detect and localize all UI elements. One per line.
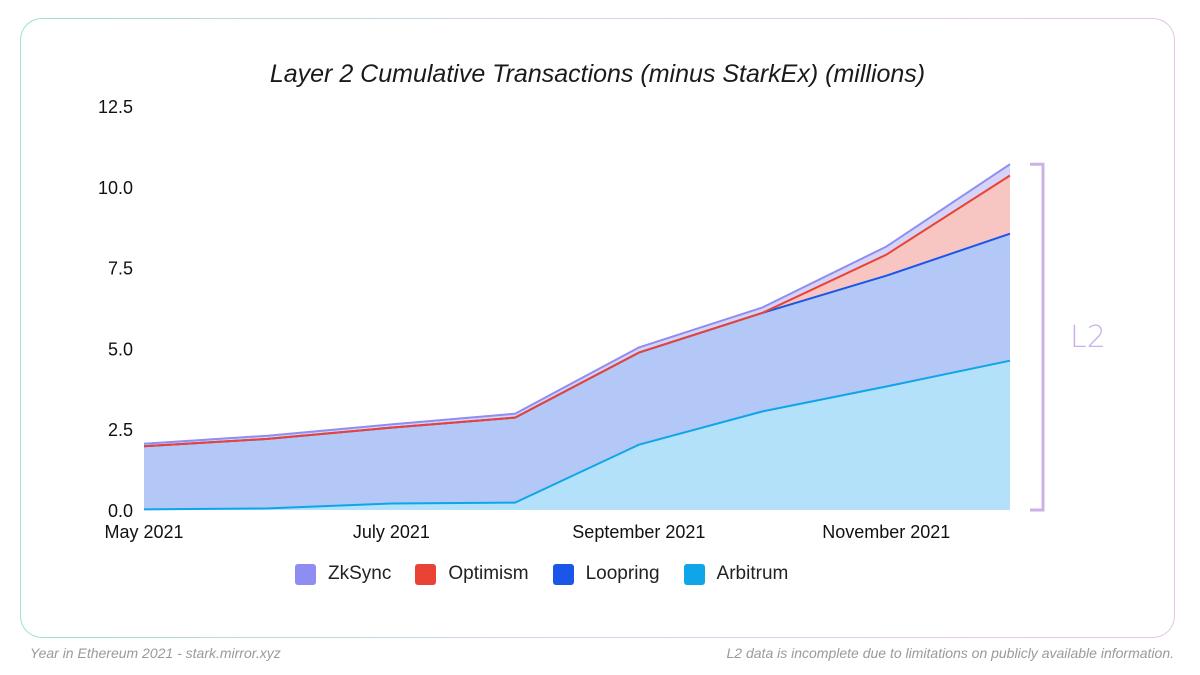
- loopring-swatch: [552, 563, 574, 585]
- y-tick-label: 5.0: [108, 339, 133, 359]
- arbitrum-swatch: [683, 563, 705, 585]
- footer-disclaimer: L2 data is incomplete due to limitations…: [726, 645, 1174, 661]
- legend: ZkSync Optimism Loopring Arbitrum: [295, 563, 812, 585]
- legend-label: Loopring: [585, 563, 660, 584]
- y-tick-label: 0.0: [108, 501, 133, 521]
- y-tick-label: 12.5: [98, 97, 133, 117]
- legend-item-zksync[interactable]: ZkSync: [295, 563, 391, 585]
- x-tick-label: May 2021: [104, 522, 183, 542]
- legend-label: Arbitrum: [716, 563, 789, 584]
- l2-bracket: [1030, 162, 1045, 512]
- arbitrum-line: [143, 359, 1011, 511]
- y-tick-label: 2.5: [108, 420, 133, 440]
- legend-item-loopring[interactable]: Loopring: [552, 563, 660, 585]
- l2-bracket-label: L2: [1070, 320, 1106, 355]
- x-tick-label: July 2021: [353, 522, 430, 542]
- x-tick-label: September 2021: [572, 522, 705, 542]
- legend-label: Optimism: [448, 563, 529, 584]
- y-tick-label: 10.0: [98, 178, 133, 198]
- chart-title: Layer 2 Cumulative Transactions (minus S…: [269, 60, 926, 88]
- legend-label: ZkSync: [328, 563, 392, 584]
- legend-item-optimism[interactable]: Optimism: [415, 563, 529, 585]
- arbitrum-area: [144, 360, 1010, 510]
- legend-item-arbitrum[interactable]: Arbitrum: [683, 563, 789, 585]
- footer-credit: Year in Ethereum 2021 - stark.mirror.xyz: [30, 645, 281, 661]
- loopring-area: [144, 233, 1010, 510]
- x-tick-label: November 2021: [822, 522, 950, 542]
- y-tick-label: 7.5: [108, 259, 133, 279]
- zksync-line: [143, 163, 1011, 445]
- optimism-line: [143, 174, 1011, 448]
- zksync-swatch: [295, 563, 316, 585]
- optimism-swatch: [415, 563, 437, 585]
